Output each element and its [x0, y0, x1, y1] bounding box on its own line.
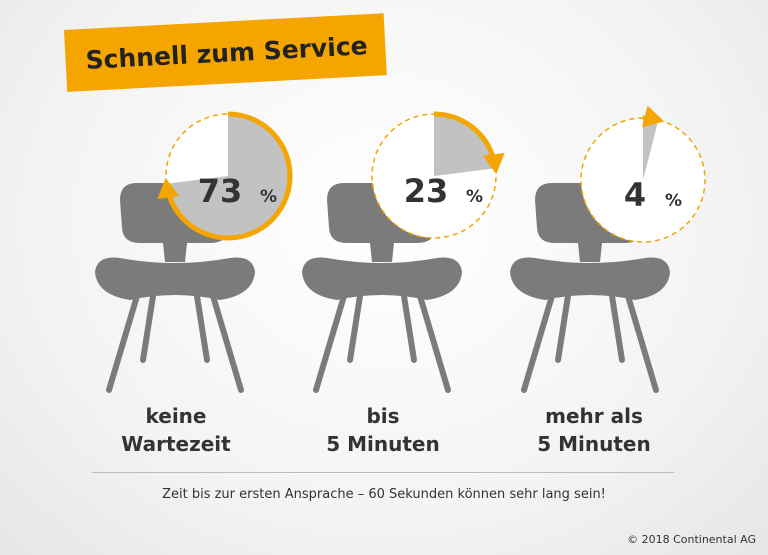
label-line: 5 Minuten: [537, 432, 651, 456]
label-line: mehr als: [545, 404, 643, 428]
label-line: 5 Minuten: [326, 432, 440, 456]
chair-leg: [521, 293, 555, 393]
pie-arc: [166, 111, 293, 241]
pie-rest-arc: [165, 113, 229, 184]
pie-2: 4%: [580, 105, 706, 243]
chair-leg: [555, 293, 571, 363]
arrow-head-icon: [482, 152, 505, 175]
chair-leg: [347, 293, 363, 363]
pie-rest-arc: [580, 117, 706, 243]
chair-leg: [210, 293, 244, 393]
unit-label: %: [665, 191, 682, 211]
chair-leg: [401, 293, 417, 363]
pie-arc: [433, 111, 496, 158]
label-line: keine: [145, 404, 207, 428]
chair-leg: [609, 293, 625, 363]
value-label: 23: [404, 172, 449, 210]
chair-leg: [313, 293, 347, 393]
label-line: Wartezeit: [121, 432, 231, 456]
category-label-0: keine Wartezeit: [76, 402, 276, 458]
pie-rest-arc: [371, 113, 497, 239]
category-label-2: mehr als 5 Minuten: [494, 402, 694, 458]
pie-0: 73%: [157, 111, 293, 241]
pie-slice: [166, 114, 290, 238]
unit-label: %: [260, 187, 277, 207]
copyright: © 2018 Continental AG: [627, 533, 756, 546]
pie-slice: [434, 114, 496, 176]
category-label-1: bis 5 Minuten: [283, 402, 483, 458]
value-label: 73: [198, 172, 243, 210]
value-label: 4: [624, 176, 646, 214]
unit-label: %: [466, 187, 483, 207]
footnote: Zeit bis zur ersten Ansprache – 60 Sekun…: [162, 487, 606, 502]
chair-leg: [194, 293, 210, 363]
arrow-head-icon: [642, 105, 665, 128]
pie-slice: [643, 118, 659, 180]
label-line: bis: [366, 404, 400, 428]
arrow-head-icon: [157, 177, 180, 200]
chair-leg: [140, 293, 156, 363]
pie-1: 23%: [371, 111, 505, 239]
chair-leg: [106, 293, 140, 393]
chair-leg: [417, 293, 451, 393]
chair-leg: [625, 293, 659, 393]
divider: [92, 472, 674, 473]
